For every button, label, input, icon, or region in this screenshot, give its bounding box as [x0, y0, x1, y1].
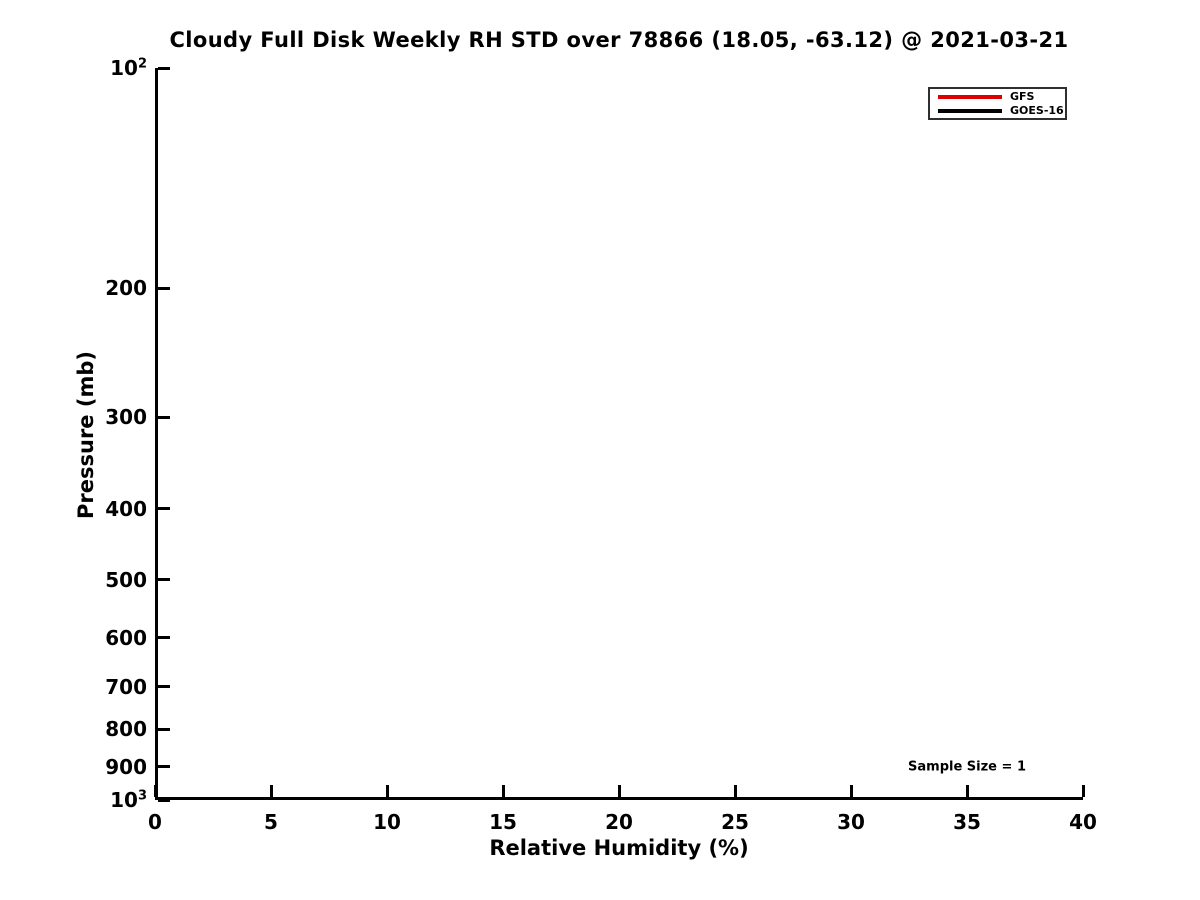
y-tick-label: 800: [105, 717, 147, 742]
sample-size-annotation: Sample Size = 1: [908, 759, 1026, 774]
y-tick-mark: [158, 685, 170, 689]
y-tick-mark: [158, 66, 170, 70]
y-tick-label: 103: [110, 788, 147, 812]
x-tick-mark: [1081, 785, 1085, 797]
x-tick-label: 5: [264, 810, 278, 834]
y-tick-mark: [158, 727, 170, 731]
chart-title: Cloudy Full Disk Weekly RH STD over 7886…: [169, 28, 1069, 52]
x-tick-mark: [269, 785, 273, 797]
x-tick-label: 25: [721, 810, 749, 834]
legend-label-goes16: GOES-16: [1010, 104, 1064, 117]
x-tick-label: 0: [148, 810, 162, 834]
y-tick-label: 200: [105, 276, 147, 301]
x-tick-mark: [501, 785, 505, 797]
legend-label-gfs: GFS: [1010, 90, 1035, 103]
y-tick-label: 600: [105, 625, 147, 650]
plot-area: [155, 68, 1083, 800]
x-tick-label: 35: [953, 810, 981, 834]
y-tick-label: 102: [110, 56, 147, 80]
y-tick-mark: [158, 286, 170, 290]
y-tick-mark: [158, 765, 170, 768]
x-tick-mark: [153, 785, 157, 797]
y-tick-mark: [158, 415, 170, 419]
y-tick-mark: [158, 578, 170, 582]
y-tick-mark: [158, 507, 170, 511]
y-tick-label: 300: [105, 405, 147, 430]
y-tick-mark: [158, 798, 170, 802]
x-tick-label: 30: [837, 810, 865, 834]
x-tick-label: 20: [605, 810, 633, 834]
legend-box: GFS GOES-16: [928, 87, 1067, 120]
x-tick-label: 10: [373, 810, 401, 834]
y-tick-label: 900: [105, 754, 147, 779]
x-tick-mark: [385, 785, 389, 797]
y-axis-label: Pressure (mb): [74, 351, 98, 519]
x-tick-label: 40: [1069, 810, 1097, 834]
y-tick-mark: [158, 636, 170, 640]
legend-row-goes16: GOES-16: [938, 104, 1065, 117]
x-tick-mark: [965, 785, 969, 797]
y-tick-label: 500: [105, 567, 147, 592]
legend-row-gfs: GFS: [938, 90, 1065, 103]
x-axis-label: Relative Humidity (%): [489, 836, 749, 860]
x-tick-mark: [733, 785, 737, 797]
gfs-line-swatch: [938, 94, 1002, 99]
y-tick-label: 400: [105, 496, 147, 521]
x-tick-mark: [617, 785, 621, 797]
y-tick-label: 700: [105, 674, 147, 699]
goes16-line-swatch: [938, 108, 1002, 113]
x-tick-mark: [849, 785, 853, 797]
x-tick-label: 15: [489, 810, 517, 834]
